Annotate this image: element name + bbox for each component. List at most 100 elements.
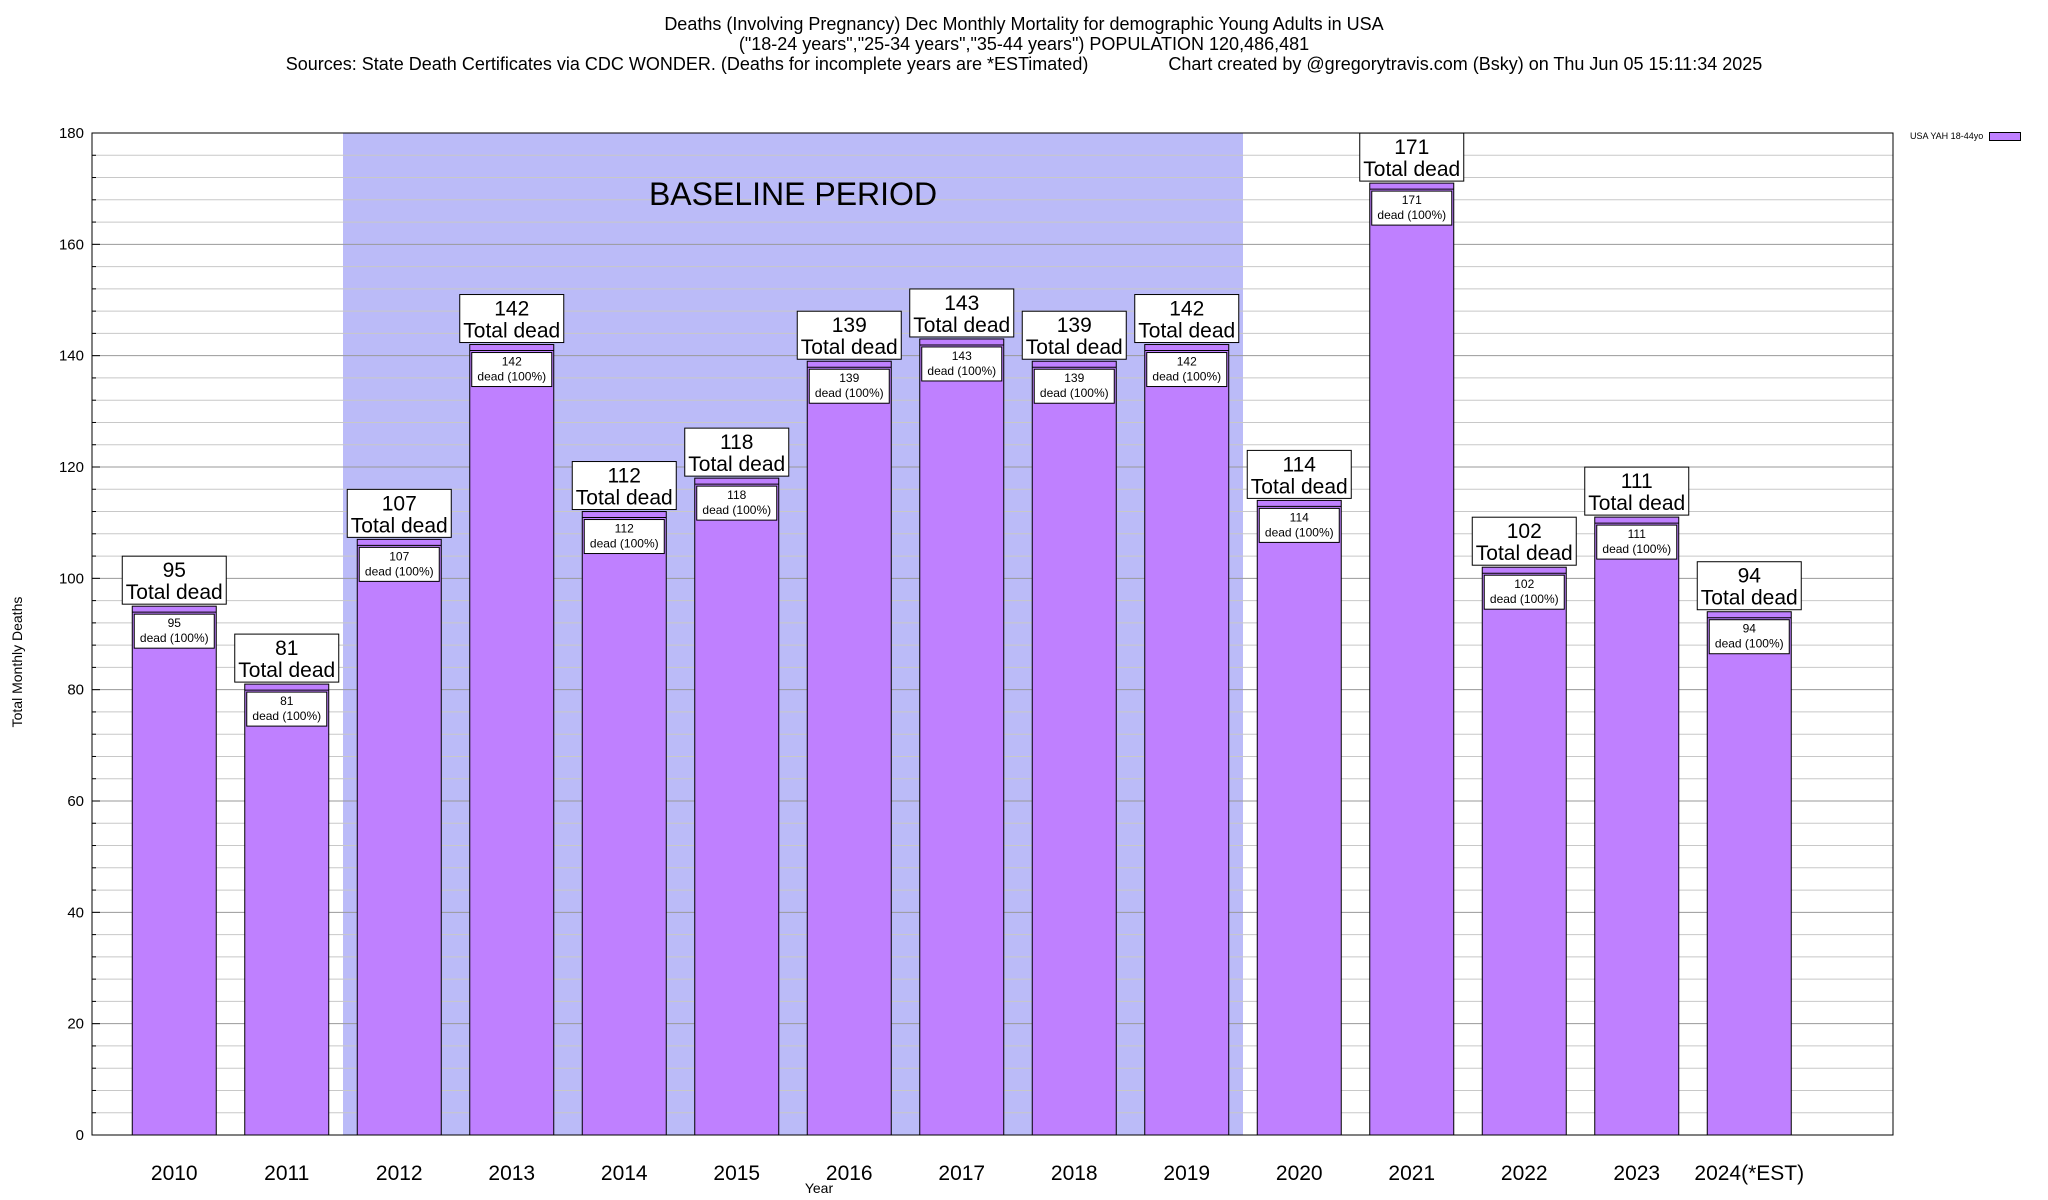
inner-label-box [471,352,553,388]
bar-2014 [581,511,667,1136]
inner-label-value: 102 [1514,577,1534,591]
x-tick-label: 2022 [1501,1162,1548,1185]
top-label-value: 139 [832,314,867,337]
top-label-value: 95 [163,559,186,582]
inner-label-text: dead (100%) [140,631,209,645]
x-tick-label: 2010 [151,1162,198,1185]
top-label-box [121,555,227,605]
top-label-text: Total dead [238,659,335,682]
title-line-3: Sources: State Death Certificates via CD… [285,54,1763,74]
baseline-label: BASELINE PERIOD [649,176,937,212]
y-tick-label: 140 [59,348,84,365]
top-label-text: Total dead [1363,158,1460,181]
inner-label-value: 94 [1743,622,1757,636]
y-axis-label: Total Monthly Deaths [9,596,25,728]
x-tick-label: 2017 [938,1162,985,1185]
y-tick-label: 160 [59,236,84,253]
inner-label-text: dead (100%) [1602,542,1671,556]
top-label-box [684,427,790,477]
top-label-text: Total dead [1701,587,1798,610]
top-label-value: 94 [1738,565,1762,588]
inner-label-box [696,485,778,521]
inner-label-box [1258,507,1340,543]
inner-label-text: dead (100%) [927,364,996,378]
inner-label-value: 114 [1290,510,1309,524]
bar-2022 [1481,566,1567,1136]
inner-label-box [1371,190,1453,226]
bar-2018 [1031,360,1117,1136]
inner-label-text: dead (100%) [1377,208,1446,222]
legend-swatch [1989,131,2022,141]
top-label-box [1584,466,1690,516]
inner-label-value: 107 [389,549,409,563]
x-tick-label: 2019 [1163,1162,1210,1185]
top-label-text: Total dead [126,581,223,604]
top-label-box [346,488,452,538]
top-label-value: 112 [608,465,641,488]
x-tick-label: 2021 [1388,1162,1435,1185]
inner-label-box [133,613,215,649]
inner-label-box [921,346,1003,382]
inner-label-value: 112 [615,522,634,536]
bar-2023 [1594,516,1680,1136]
inner-label-text: dead (100%) [477,370,546,384]
top-label-box [571,461,677,511]
top-label-value: 102 [1507,520,1542,543]
legend: USA YAH 18-44yo [1910,131,2022,141]
inner-label-value: 81 [280,694,294,708]
inner-label-text: dead (100%) [252,709,321,723]
bar-2020 [1256,499,1342,1136]
top-label-text: Total dead [351,514,448,537]
bar-2013 [469,344,555,1136]
top-label-box [1471,516,1577,566]
inner-label-text: dead (100%) [1490,592,1559,606]
top-label-box [1021,310,1127,360]
top-label-value: 142 [494,298,529,321]
bar-2015 [694,477,780,1136]
top-label-value: 107 [382,492,417,515]
legend-label: USA YAH 18-44yo [1910,131,1984,141]
y-tick-label: 20 [67,1016,84,1033]
top-label-text: Total dead [1588,492,1685,515]
inner-label-box [1483,574,1565,610]
y-tick-label: 80 [67,682,84,699]
top-label-value: 171 [1394,136,1429,159]
inner-label-box [808,368,890,404]
inner-label-text: dead (100%) [1265,525,1334,539]
inner-label-value: 171 [1402,193,1422,207]
inner-label-text: dead (100%) [815,386,884,400]
inner-label-text: dead (100%) [1040,386,1109,400]
x-tick-label: 2011 [264,1162,309,1185]
top-label-value: 139 [1057,314,1092,337]
y-tick-label: 100 [59,570,84,587]
x-tick-label: 2015 [713,1162,760,1185]
inner-label-value: 139 [839,371,859,385]
inner-label-value: 143 [952,349,972,363]
bar-2016 [806,360,892,1136]
bar-2012 [356,538,442,1136]
top-label-text: Total dead [463,320,560,343]
inner-label-box [246,691,328,727]
top-label-text: Total dead [913,314,1010,337]
top-label-text: Total dead [1138,320,1235,343]
top-label-text: Total dead [576,487,673,510]
inner-label-text: dead (100%) [590,537,659,551]
x-tick-label: 2018 [1051,1162,1098,1185]
inner-label-box [1033,368,1115,404]
top-label-box [234,633,340,683]
x-tick-label: 2013 [488,1162,535,1185]
inner-label-value: 111 [1628,527,1647,541]
inner-label-box [1596,524,1678,560]
x-axis-label: Year [804,1180,834,1196]
top-label-value: 118 [720,431,753,454]
inner-label-value: 139 [1064,371,1084,385]
y-tick-label: 40 [67,904,84,921]
y-tick-label: 60 [67,793,84,810]
y-tick-label: 0 [76,1127,84,1144]
x-tick-label: 2014 [601,1162,648,1185]
inner-label-text: dead (100%) [1152,370,1221,384]
top-label-value: 142 [1169,298,1204,321]
inner-label-value: 142 [502,355,522,369]
y-tick-label: 180 [59,125,84,142]
